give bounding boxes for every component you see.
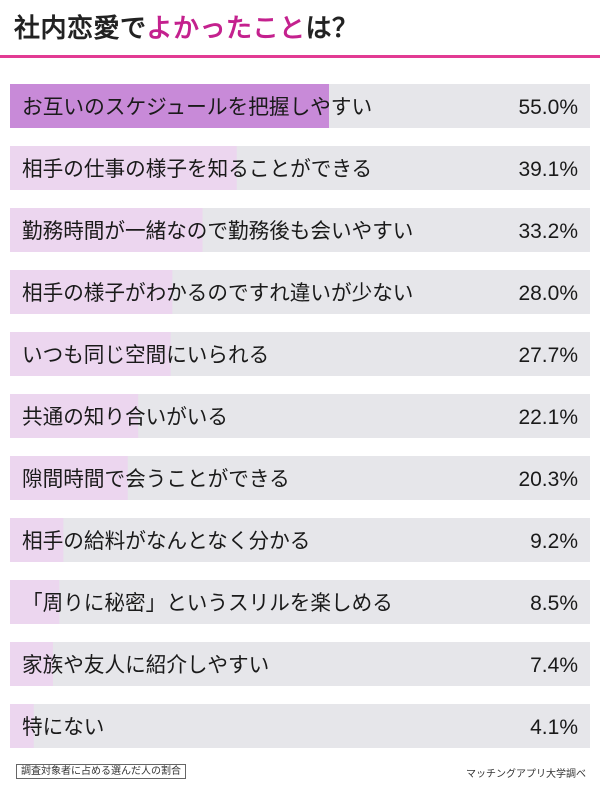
bar-track bbox=[10, 518, 590, 562]
category-label: いつも同じ空間にいられる bbox=[22, 343, 269, 367]
title-underline bbox=[0, 55, 600, 58]
bar bbox=[10, 394, 139, 438]
category-label: 勤務時間が一緒なので勤務後も会いやすい bbox=[22, 219, 413, 243]
value-label: 9.2% bbox=[530, 530, 578, 553]
bar-row: 特にない 4.1% bbox=[10, 704, 590, 748]
bar-row: 相手の給料がなんとなく分かる 9.2% bbox=[10, 518, 590, 562]
category-label: 隙間時間で会うことができる bbox=[22, 467, 290, 491]
footnote: 調査対象者に占める選んだ人の割合 bbox=[16, 764, 186, 779]
category-label: 相手の仕事の様子を知ることができる bbox=[22, 157, 372, 181]
bar bbox=[10, 642, 53, 686]
category-label: お互いのスケジュールを把握しやすい bbox=[22, 95, 372, 119]
bar-row: 勤務時間が一緒なので勤務後も会いやすい 33.2% bbox=[10, 208, 590, 252]
category-label: 「周りに秘密」というスリルを楽しめる bbox=[22, 591, 393, 615]
bar-row: 相手の仕事の様子を知ることができる 39.1% bbox=[10, 146, 590, 190]
value-label: 39.1% bbox=[518, 158, 578, 181]
category-label: 家族や友人に紹介しやすい bbox=[22, 653, 269, 677]
bar-row: 「周りに秘密」というスリルを楽しめる 8.5% bbox=[10, 580, 590, 624]
bar-row: お互いのスケジュールを把握しやすい 55.0% bbox=[10, 84, 590, 128]
bar bbox=[10, 332, 171, 376]
category-label: 共通の知り合いがいる bbox=[22, 405, 228, 429]
value-label: 28.0% bbox=[518, 282, 578, 305]
bar bbox=[10, 84, 329, 128]
bar-track bbox=[10, 580, 590, 624]
bar bbox=[10, 518, 64, 562]
category-label: 相手の様子がわかるのですれ違いが少ない bbox=[22, 281, 413, 305]
category-label: 特にない bbox=[22, 715, 104, 739]
value-label: 7.4% bbox=[530, 654, 578, 677]
bar-row: 家族や友人に紹介しやすい 7.4% bbox=[10, 642, 590, 686]
category-label: 相手の給料がなんとなく分かる bbox=[22, 529, 310, 553]
bar-row: 共通の知り合いがいる 22.1% bbox=[10, 394, 590, 438]
title-accent: よかったこと bbox=[146, 14, 306, 44]
value-label: 27.7% bbox=[518, 344, 578, 367]
bar bbox=[10, 456, 128, 500]
title-suffix: は？ bbox=[305, 14, 359, 44]
bar-chart: お互いのスケジュールを把握しやすい 55.0% 相手の仕事の様子を知ることができる 3… bbox=[10, 84, 590, 748]
source-credit: マッチングアプリ大学調べ bbox=[466, 769, 586, 780]
value-label: 8.5% bbox=[530, 592, 578, 615]
title-prefix: 社内恋愛で bbox=[14, 14, 147, 44]
chart-title: 社内恋愛でよかったことは？ bbox=[14, 8, 359, 45]
bar bbox=[10, 270, 173, 314]
value-label: 22.1% bbox=[518, 406, 578, 429]
bar bbox=[10, 208, 203, 252]
bar-track bbox=[10, 704, 590, 748]
value-label: 4.1% bbox=[530, 716, 578, 739]
bar-row: 相手の様子がわかるのですれ違いが少ない 28.0% bbox=[10, 270, 590, 314]
bar bbox=[10, 146, 237, 190]
bar bbox=[10, 580, 60, 624]
value-label: 20.3% bbox=[518, 468, 578, 491]
bar-track bbox=[10, 642, 590, 686]
bar-row: 隙間時間で会うことができる 20.3% bbox=[10, 456, 590, 500]
value-label: 55.0% bbox=[518, 96, 578, 119]
value-label: 33.2% bbox=[518, 220, 578, 243]
bar-row: いつも同じ空間にいられる 27.7% bbox=[10, 332, 590, 376]
bar bbox=[10, 704, 34, 748]
